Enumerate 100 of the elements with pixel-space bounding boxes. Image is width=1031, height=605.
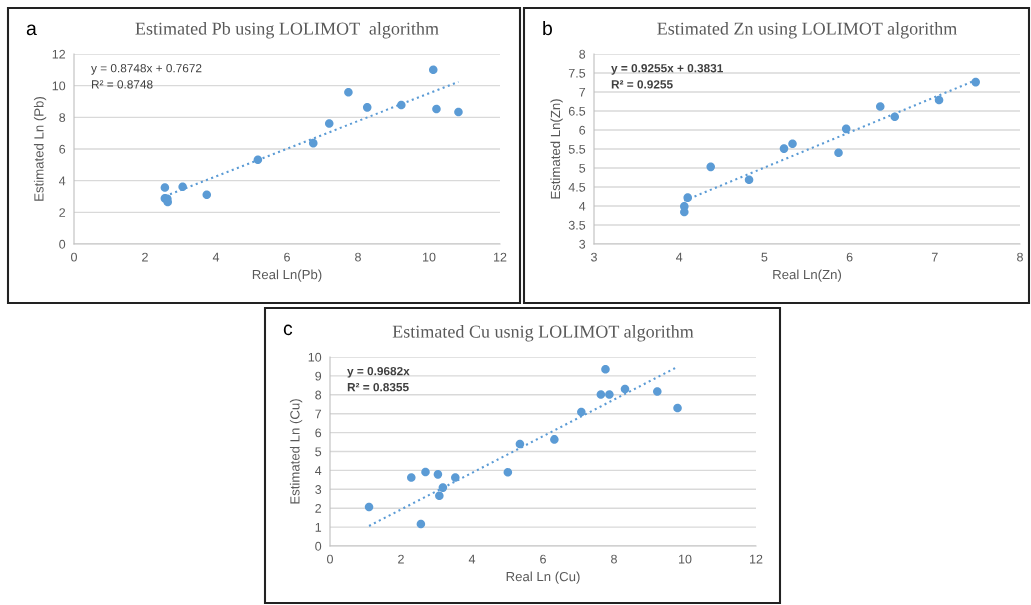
x-tick-label: 12 [494, 252, 507, 262]
y-tick-label: 0 [315, 541, 322, 551]
point [202, 190, 212, 200]
point [653, 387, 662, 396]
y-tick-label: 5 [579, 163, 586, 173]
point [454, 107, 463, 117]
point [779, 144, 789, 153]
y-tick-label: 3 [315, 485, 322, 494]
point [841, 124, 851, 134]
y-tick-label: 7 [579, 87, 586, 97]
x-tick-label: 6 [540, 554, 546, 564]
y-tick-label: 7 [315, 409, 322, 419]
point [577, 407, 586, 417]
point [605, 390, 614, 399]
chart-title: Estimated Pb using LOLIMOT algorithm [135, 22, 439, 39]
y-axis-title: Estimated Ln (Pb) [33, 97, 47, 201]
x-tick-label: 12 [750, 554, 763, 564]
point [407, 473, 416, 482]
point [435, 491, 444, 501]
point [834, 148, 843, 158]
x-tick-label: 10 [423, 252, 436, 262]
annotation: R² = 0.9255 [611, 80, 673, 89]
point [324, 119, 334, 128]
y-tick-label: 6.5 [568, 106, 586, 116]
point [934, 95, 944, 105]
point [550, 435, 559, 444]
annotation: y = 0.9682x [347, 366, 410, 378]
point [362, 103, 372, 112]
point [451, 473, 460, 482]
y-axis-title: Estimated Ln (Cu) [289, 399, 303, 504]
point [308, 138, 318, 148]
y-tick-label: 8 [315, 390, 322, 400]
y-tick-label: 1 [315, 523, 322, 532]
y-tick-label: 5 [315, 447, 322, 457]
x-tick-label: 8 [355, 252, 361, 262]
chart-title: Estimated Zn using LOLIMOT algorithm [657, 22, 957, 39]
point [515, 439, 525, 449]
point [160, 183, 170, 192]
point [620, 384, 630, 394]
y-tick-label: 3 [579, 239, 586, 249]
y-tick-label: 2 [59, 208, 66, 217]
point [683, 193, 692, 202]
point [364, 502, 374, 512]
point [503, 468, 513, 477]
x-tick-label: 8 [1017, 252, 1023, 262]
annotation: R² = 0.8748 [92, 80, 153, 89]
x-tick-label: 4 [212, 252, 220, 262]
y-tick-label: 4 [315, 466, 322, 475]
annotation: y = 0.9255x + 0.3831 [611, 64, 723, 75]
x-tick-label: 7 [931, 252, 938, 262]
chart-title: Estimated Cu usnig LOLIMOT algorithm [392, 325, 694, 342]
point [971, 77, 980, 87]
y-tick-label: 2 [315, 504, 322, 513]
point [178, 182, 187, 192]
x-tick-label: 6 [284, 252, 290, 262]
y-tick-label: 3.5 [568, 220, 586, 230]
point [673, 403, 682, 413]
point [706, 162, 715, 172]
point [416, 519, 426, 529]
y-tick-label: 6 [59, 144, 66, 154]
x-tick-label: 6 [846, 252, 853, 262]
point [680, 202, 689, 211]
y-tick-label: 7.5 [568, 68, 586, 78]
x-tick-label: 5 [761, 252, 768, 262]
y-tick-label: 12 [52, 49, 66, 59]
point [421, 467, 430, 477]
x-tick-label: 10 [679, 554, 692, 564]
point [875, 102, 885, 111]
y-tick-label: 10 [308, 352, 322, 362]
y-tick-label: 9 [315, 371, 322, 381]
point [397, 100, 406, 110]
y-tick-label: 6 [579, 125, 586, 135]
point [890, 112, 900, 121]
x-tick-label: 4 [676, 252, 683, 262]
point [432, 104, 441, 114]
x-tick-label: 0 [327, 554, 333, 564]
point [601, 365, 610, 374]
x-axis-title: Real Ln(Zn) [773, 269, 842, 282]
x-tick-label: 2 [142, 252, 148, 262]
text: a [26, 24, 37, 36]
point [596, 390, 606, 399]
point [344, 88, 353, 97]
y-tick-label: 0 [59, 239, 66, 249]
point [744, 175, 754, 185]
y-tick-label: 4.5 [568, 182, 586, 192]
y-tick-label: 10 [52, 81, 66, 91]
point [788, 139, 797, 148]
x-tick-label: 4 [468, 554, 476, 564]
point [438, 483, 448, 492]
x-tick-label: 8 [611, 554, 617, 564]
y-tick-label: 4 [59, 176, 66, 186]
x-tick-label: 0 [71, 252, 77, 262]
text: c [283, 324, 293, 336]
y-axis-title: Estimated Ln(Zn) [550, 99, 563, 199]
y-tick-label: 8 [59, 113, 66, 122]
x-tick-label: 2 [398, 554, 404, 564]
annotation: y = 0.8748x + 0.7672 [91, 64, 202, 75]
point [428, 65, 438, 74]
x-axis-title: Real Ln(Pb) [252, 269, 322, 282]
y-tick-label: 4 [579, 201, 586, 211]
